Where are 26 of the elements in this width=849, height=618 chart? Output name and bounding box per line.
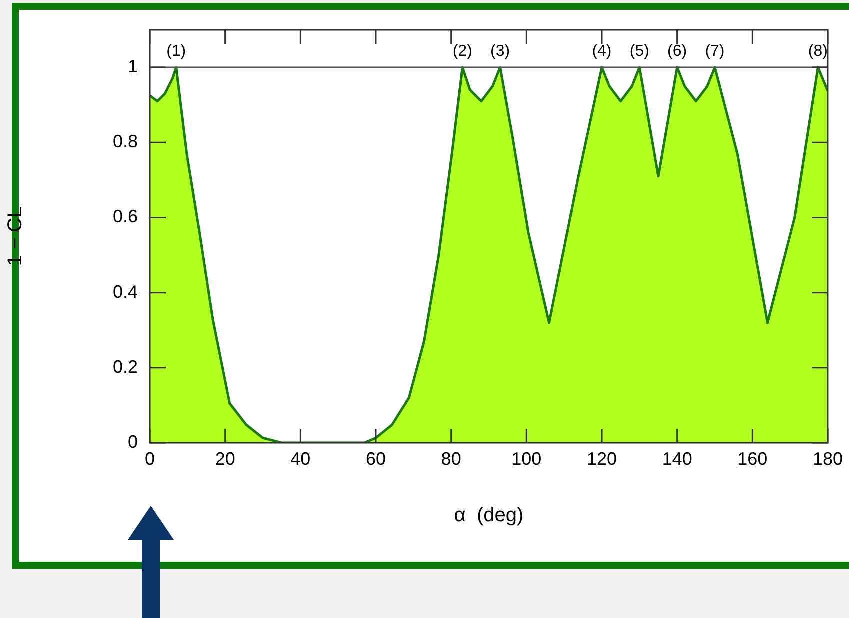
annotation: (1) xyxy=(166,42,186,60)
x-tick-label: 100 xyxy=(512,448,542,469)
x-tick-label: 160 xyxy=(738,448,768,469)
y-tick-label: 1 xyxy=(128,56,138,77)
annotation: (8) xyxy=(808,42,828,60)
annotation: (3) xyxy=(490,42,510,60)
x-tick-label: 60 xyxy=(366,448,386,469)
x-tick-label: 40 xyxy=(290,448,311,469)
annotation: (6) xyxy=(668,42,688,60)
y-axis-title: 1 − CL xyxy=(4,206,27,266)
x-tick-label: 20 xyxy=(215,448,236,469)
x-tick-label: 80 xyxy=(441,448,462,469)
y-tick-label: 0 xyxy=(128,432,138,452)
y-tick-label: 0.4 xyxy=(112,282,138,302)
x-tick-label: 120 xyxy=(586,448,618,469)
x-tick-label: 0 xyxy=(144,448,156,469)
x-tick-label: 140 xyxy=(662,448,692,469)
annotation: (4) xyxy=(592,42,612,60)
x-axis-title: α (deg) xyxy=(454,504,524,527)
y-tick-label: 0.2 xyxy=(112,356,138,377)
y-tick-label: 0.6 xyxy=(112,206,138,227)
annotation: (2) xyxy=(452,42,472,60)
annotation: (5) xyxy=(630,42,650,60)
y-tick-label: 0.8 xyxy=(112,132,138,152)
annotation: (7) xyxy=(705,42,725,60)
x-tick-label: 180 xyxy=(812,448,844,469)
